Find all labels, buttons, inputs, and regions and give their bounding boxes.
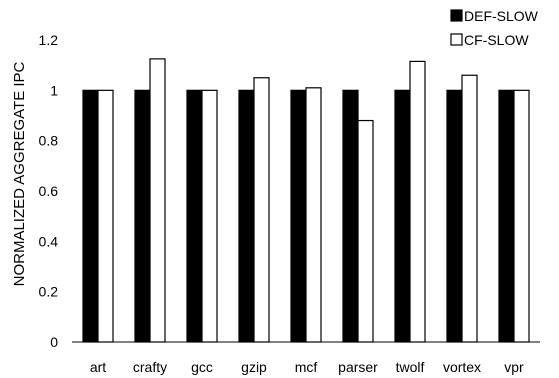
x-tick-label: mcf [295, 359, 318, 375]
x-tick-label: crafty [133, 359, 167, 375]
bar-cf-slow-vortex [461, 74, 478, 343]
y-tick-label: 1.2 [39, 32, 59, 48]
y-tick-label: 0.6 [39, 183, 59, 199]
bar-cf-slow-twolf [409, 60, 426, 343]
bar-cf-slow-mcf [305, 87, 322, 343]
bar-def-slow-crafty [134, 89, 151, 343]
x-axis-tick-labels: art crafty gcc gzip mcf parser twolf vortex vpr [90, 359, 524, 375]
y-tick-label: 0.8 [39, 133, 59, 149]
x-tick-label: parser [338, 359, 378, 375]
y-tick-label: 1 [50, 82, 58, 98]
bar-def-slow-art [82, 89, 99, 343]
y-tick-label: 0.4 [39, 233, 59, 249]
legend: DEF-SLOW CF-SLOW [450, 8, 539, 48]
y-tick-label: 0 [50, 334, 58, 350]
bar-def-slow-gzip [238, 89, 255, 343]
bar-cf-slow-gzip [253, 77, 270, 343]
x-tick-label: vortex [443, 359, 481, 375]
bar-cf-slow-art [97, 89, 114, 343]
bar-def-slow-parser [342, 89, 359, 343]
legend-swatch [450, 9, 463, 22]
legend-label: DEF-SLOW [464, 8, 539, 24]
legend-label: CF-SLOW [464, 32, 529, 48]
x-tick-label: gcc [191, 359, 213, 375]
y-tick-label: 0.2 [39, 284, 59, 300]
bar-cf-slow-vpr [513, 89, 530, 343]
x-tick-label: gzip [241, 359, 267, 375]
bar-def-slow-gcc [186, 89, 203, 343]
bar-cf-slow-crafty [149, 58, 166, 343]
bars [82, 58, 530, 343]
x-tick-label: twolf [396, 359, 425, 375]
legend-swatch [450, 33, 463, 46]
bar-cf-slow-parser [357, 119, 374, 343]
x-tick-label: vpr [504, 359, 524, 375]
bar-def-slow-vortex [446, 89, 463, 343]
y-axis-ticks: 0 0.2 0.4 0.6 0.8 1 1.2 [39, 32, 59, 350]
y-axis-label: NORMALIZED AGGREGATE IPC [11, 61, 28, 286]
bar-def-slow-vpr [498, 89, 515, 343]
bar-def-slow-mcf [290, 89, 307, 343]
bar-def-slow-twolf [394, 89, 411, 343]
bar-cf-slow-gcc [201, 89, 218, 343]
x-tick-label: art [90, 359, 106, 375]
